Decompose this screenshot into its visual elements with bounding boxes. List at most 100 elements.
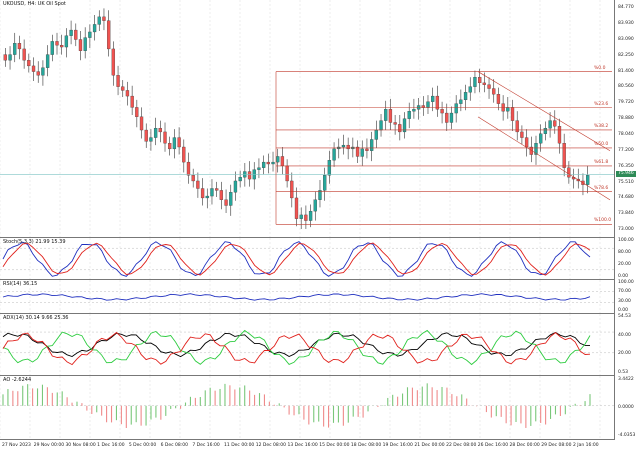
candle bbox=[393, 114, 397, 135]
price-tick-label: 76.350 bbox=[618, 163, 634, 169]
candle-body bbox=[388, 109, 393, 123]
candle bbox=[374, 120, 378, 148]
candle bbox=[17, 35, 22, 60]
candle-body bbox=[182, 146, 186, 163]
candle-body bbox=[92, 24, 97, 33]
candle-body bbox=[543, 127, 548, 134]
time-axis-label: 1 Dec 16:00 bbox=[97, 443, 125, 448]
candle bbox=[116, 65, 120, 96]
candle bbox=[402, 112, 407, 139]
candle-body bbox=[271, 161, 275, 165]
adx-title: ADX(14) 30.14 9.66 25.36 bbox=[3, 315, 69, 321]
fib-level-label: %78.6 bbox=[594, 185, 609, 191]
candle-body bbox=[153, 127, 158, 138]
candle-body bbox=[586, 175, 590, 185]
candle bbox=[266, 153, 270, 174]
candle bbox=[3, 47, 7, 67]
candle bbox=[78, 31, 83, 61]
ao-scale: 3.4422 0.0000 -4.0353 bbox=[614, 376, 640, 440]
candle bbox=[243, 163, 247, 187]
time-axis-label: 2 Jan 16:00 bbox=[572, 443, 599, 448]
candle-body bbox=[8, 54, 12, 61]
time-axis-label: 5 Dec 00:00 bbox=[128, 443, 157, 448]
candle-body bbox=[515, 120, 519, 133]
candle bbox=[215, 181, 219, 197]
candle bbox=[290, 172, 294, 208]
candle bbox=[435, 85, 440, 117]
candle-body bbox=[116, 75, 120, 87]
candle-body bbox=[266, 161, 270, 165]
price-tick-label: 79.720 bbox=[618, 100, 634, 106]
candle bbox=[261, 155, 266, 175]
candle bbox=[327, 150, 332, 184]
candle bbox=[426, 95, 430, 115]
candle-body bbox=[144, 129, 148, 142]
candle bbox=[318, 180, 322, 208]
candle bbox=[135, 99, 139, 128]
candle-body bbox=[139, 116, 144, 131]
candle-body bbox=[520, 131, 524, 138]
rsi-pane[interactable]: RSI(14) 36.15 bbox=[0, 280, 614, 314]
candle-body bbox=[83, 37, 87, 51]
candle-body bbox=[435, 95, 440, 110]
candle-body bbox=[125, 90, 130, 97]
time-axis-label: 22 Dec 08:00 bbox=[446, 443, 477, 448]
time-axis[interactable]: 27 Nov 2023 29 Nov 00:00 30 Nov 08:00 1 Dec… bbox=[0, 440, 640, 452]
candle bbox=[557, 118, 562, 154]
candle-body bbox=[3, 54, 7, 61]
time-axis-label: 28 Dec 00:00 bbox=[509, 443, 540, 448]
candle bbox=[191, 168, 195, 188]
candle-body bbox=[285, 165, 289, 182]
candle bbox=[31, 57, 36, 81]
rsi-title: RSI(14) 36.15 bbox=[3, 281, 38, 287]
time-axis-label: 18 Dec 08:00 bbox=[350, 443, 382, 448]
candle bbox=[539, 124, 543, 152]
candle-body bbox=[45, 54, 50, 68]
candle-body bbox=[365, 148, 369, 151]
stochastic-pane[interactable]: Stoch(5,3,3) 21.99 15.39 bbox=[0, 238, 614, 280]
candle-body bbox=[440, 109, 444, 114]
candle-body bbox=[548, 120, 552, 129]
scale-tick-label: 3.4422 bbox=[618, 377, 634, 382]
candle-body bbox=[41, 67, 45, 76]
candle-body bbox=[22, 48, 26, 61]
price-chart-pane[interactable]: UKOUSD, H4: UK Oil Spot %0.0 %23.6 %38.2 %5… bbox=[0, 0, 614, 238]
price-scale[interactable]: 84.770 83.930 83.090 82.250 81.400 80.560 79.7… bbox=[614, 0, 640, 238]
candle-body bbox=[78, 39, 83, 51]
candle-body bbox=[482, 82, 486, 85]
candle-body bbox=[379, 120, 383, 131]
candle-body bbox=[172, 137, 177, 150]
candle-body bbox=[524, 137, 529, 148]
time-axis-label: 30 Nov 08:00 bbox=[65, 443, 96, 448]
candle-body bbox=[304, 214, 308, 221]
candle-body bbox=[473, 77, 477, 87]
candle bbox=[172, 129, 177, 159]
candle bbox=[562, 133, 566, 177]
candle-body bbox=[17, 43, 22, 50]
candle-body bbox=[332, 148, 336, 161]
candle bbox=[520, 125, 524, 145]
candle bbox=[355, 140, 360, 164]
stochastic-title: Stoch(5,3,3) 21.99 15.39 bbox=[3, 239, 66, 245]
candle-body bbox=[463, 92, 468, 101]
scale-tick-label: 100.00 bbox=[618, 238, 634, 243]
candle bbox=[576, 168, 580, 189]
candle-body bbox=[426, 101, 430, 108]
candle-body bbox=[360, 148, 364, 157]
fib-level-label: %61.8 bbox=[594, 159, 609, 165]
candle bbox=[308, 204, 313, 228]
adx-pane[interactable]: ADX(14) 30.14 9.66 25.36 bbox=[0, 314, 614, 376]
candle bbox=[88, 24, 92, 48]
scale-tick-label: 80.00 bbox=[618, 250, 631, 255]
fib-level-label: %0.0 bbox=[594, 65, 606, 71]
price-tick-label: 74.680 bbox=[618, 195, 634, 201]
candle bbox=[102, 8, 106, 31]
candle-body bbox=[412, 109, 416, 112]
candle bbox=[445, 103, 449, 131]
candle bbox=[492, 79, 496, 103]
candle bbox=[41, 60, 45, 86]
candle-body bbox=[487, 84, 491, 89]
candle-body bbox=[459, 99, 463, 104]
ao-pane[interactable]: AO -2.6244 bbox=[0, 376, 614, 440]
candle-body bbox=[562, 143, 566, 168]
